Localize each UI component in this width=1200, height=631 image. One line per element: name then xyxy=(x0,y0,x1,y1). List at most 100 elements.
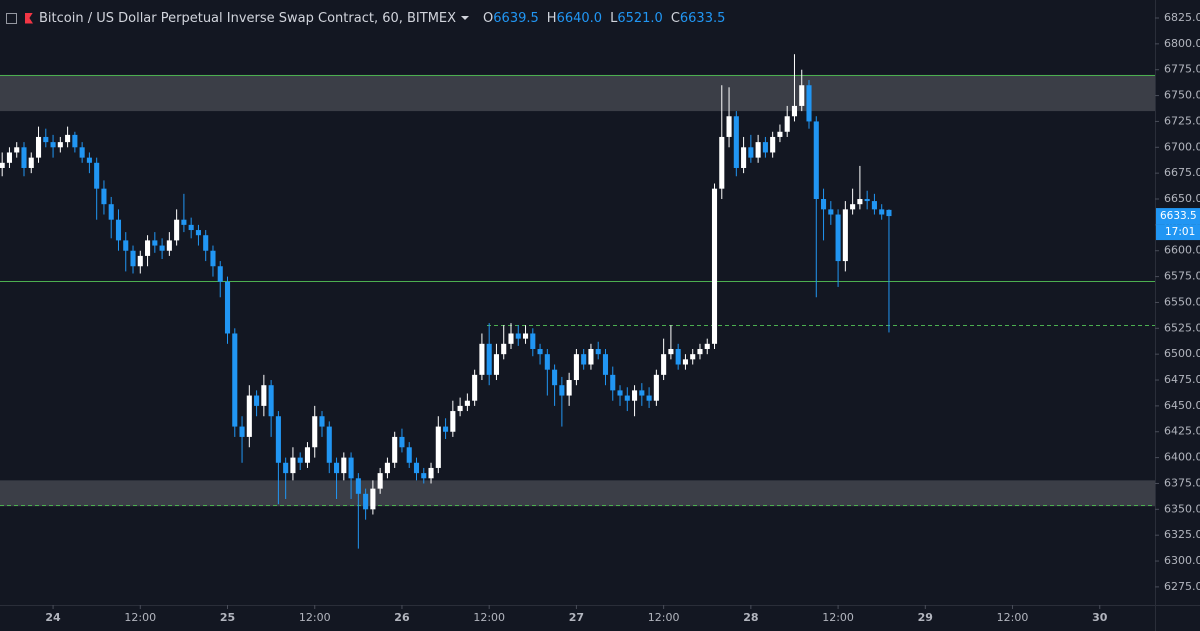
candle xyxy=(224,276,231,344)
candle-body xyxy=(195,230,201,236)
y-tick-label: 6525.0 xyxy=(1164,321,1200,334)
candle-body xyxy=(661,354,667,375)
candle xyxy=(595,341,601,360)
symbol-menu-caret[interactable] xyxy=(461,16,470,20)
candle-body xyxy=(348,457,354,479)
y-tick-label: 6450.0 xyxy=(1164,399,1200,412)
candle-body xyxy=(57,142,63,148)
candle xyxy=(864,190,870,210)
x-tick-label: 26 xyxy=(394,611,410,624)
candle-body xyxy=(363,493,369,510)
candle-body xyxy=(312,416,318,448)
ohlc-item: H6640.0 xyxy=(547,11,602,26)
candle-body xyxy=(813,121,819,200)
price-zone xyxy=(0,480,1155,507)
candle xyxy=(741,136,747,174)
candle xyxy=(886,209,892,333)
candle xyxy=(813,116,819,298)
candle xyxy=(363,488,369,520)
candle-body xyxy=(319,416,325,427)
candle xyxy=(152,232,158,253)
candle-body xyxy=(35,136,42,158)
candle-body xyxy=(370,488,376,510)
candle-body xyxy=(428,467,434,479)
candle-body xyxy=(886,209,892,217)
x-tick-label: 27 xyxy=(569,611,584,624)
y-tick-label: 6300.0 xyxy=(1164,554,1200,567)
candle-body xyxy=(86,157,92,163)
candle-body xyxy=(130,250,136,267)
candle-body xyxy=(290,457,296,474)
candle xyxy=(544,348,550,396)
candle xyxy=(675,343,681,370)
symbol-title[interactable]: Bitcoin / US Dollar Perpetual Inverse Sw… xyxy=(39,10,457,26)
y-tick-label: 6825.0 xyxy=(1164,11,1200,24)
candle-body xyxy=(14,147,20,153)
y-tick-label: 6725.0 xyxy=(1164,114,1200,127)
candle-body xyxy=(450,411,456,432)
candle-body xyxy=(552,369,558,386)
last-price-tag xyxy=(1156,208,1200,225)
candle-body xyxy=(152,240,158,246)
candle-body xyxy=(224,281,231,334)
candle-body xyxy=(188,224,194,231)
candle xyxy=(624,387,630,412)
y-tick-label: 6750.0 xyxy=(1164,89,1200,102)
candle-body xyxy=(581,354,587,365)
candle xyxy=(443,418,449,439)
candle-body xyxy=(43,136,49,143)
candle xyxy=(355,473,361,549)
collapse-icon[interactable] xyxy=(6,12,17,24)
candle xyxy=(28,152,34,174)
candle-body xyxy=(137,255,143,267)
candle xyxy=(217,261,223,298)
candle xyxy=(784,105,790,137)
candle xyxy=(319,411,325,437)
candle xyxy=(472,369,478,406)
candle-body xyxy=(101,188,107,205)
candle-body xyxy=(588,348,594,365)
y-tick-label: 6800.0 xyxy=(1164,37,1200,50)
y-tick-label: 6600.0 xyxy=(1164,244,1200,257)
candle-body xyxy=(508,333,514,344)
candle-body xyxy=(835,214,841,262)
candle xyxy=(254,390,260,417)
candle-body xyxy=(94,162,100,189)
candle xyxy=(304,442,311,468)
x-tick-label: 25 xyxy=(220,611,235,624)
candle-body xyxy=(421,473,427,479)
candle xyxy=(806,80,812,129)
candle-body xyxy=(639,390,645,396)
candle-body xyxy=(464,400,470,406)
candle xyxy=(871,193,877,215)
candle xyxy=(115,209,122,251)
candle xyxy=(166,232,172,256)
candle xyxy=(770,131,776,158)
candle xyxy=(123,232,129,272)
candle xyxy=(726,87,732,148)
candle xyxy=(501,325,507,360)
candle xyxy=(479,333,485,381)
candle xyxy=(755,134,761,163)
candle-body xyxy=(624,395,630,401)
candle-body xyxy=(632,390,638,401)
candle xyxy=(799,69,805,112)
candle xyxy=(72,131,78,153)
candle-body xyxy=(304,447,311,463)
candle xyxy=(203,230,209,262)
candle xyxy=(850,188,856,215)
candle xyxy=(181,193,187,233)
candle xyxy=(290,447,296,481)
candle xyxy=(79,142,85,163)
ohlc-key: L xyxy=(610,10,618,26)
ohlc-values: O6639.5 H6640.0 L6521.0 C6633.5 xyxy=(483,11,725,26)
candle-body xyxy=(566,380,572,396)
candle xyxy=(537,343,543,365)
candle-body xyxy=(65,134,71,143)
candle-body xyxy=(821,199,827,210)
candle-body xyxy=(392,436,398,463)
candle-body xyxy=(326,426,332,463)
candle-body xyxy=(355,478,361,494)
candle xyxy=(370,480,376,515)
candle-body xyxy=(791,105,798,117)
